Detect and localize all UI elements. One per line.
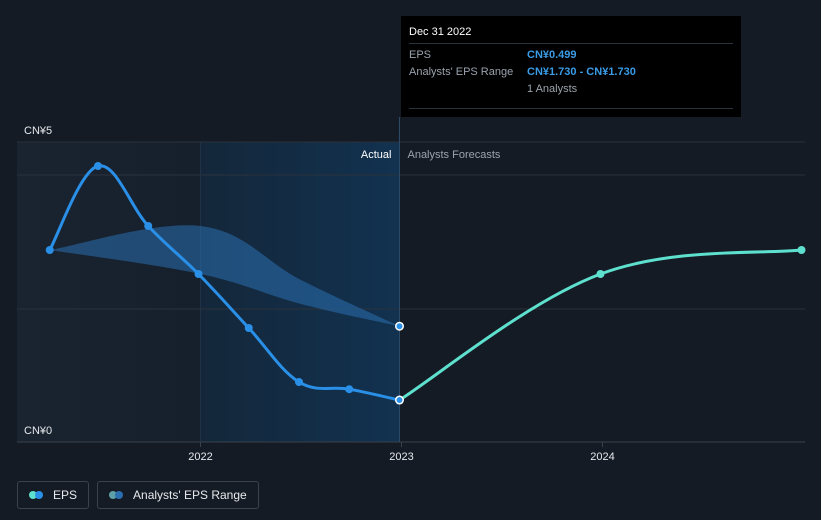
eps-swatch-dot-a — [29, 491, 37, 499]
eps-chart: CN¥5 CN¥0 2022 2023 2024 Actual Analysts Forec… — [17, 117, 806, 463]
tooltip-eps-label: EPS — [409, 49, 432, 61]
legend-eps-label: EPS — [53, 488, 78, 502]
tooltip-row-range: Analysts' EPS Range CN¥1.730 - CN¥1.730 — [409, 64, 733, 81]
legend: EPS Analysts' EPS Range — [17, 481, 259, 509]
x-tick-label: 2024 — [590, 451, 614, 463]
range-point — [396, 323, 403, 330]
eps-point — [345, 385, 354, 394]
tooltip-analysts-label — [409, 81, 527, 98]
y-axis-label-bottom: CN¥0 — [24, 425, 52, 437]
tooltip-date: Dec 31 2022 — [409, 25, 733, 44]
x-tick-label: 2023 — [389, 451, 413, 463]
eps-swatch-icon — [29, 491, 45, 499]
tooltip-row-eps: EPS CN¥0.499 — [409, 47, 733, 64]
eps-point — [93, 162, 102, 170]
tooltip-eps-value: CN¥0.499 — [527, 49, 577, 61]
tooltip-range-value: CN¥1.730 - CN¥1.730 — [527, 66, 636, 78]
eps-forecast-point — [596, 270, 605, 278]
eps-highlight-point — [396, 397, 403, 404]
range-swatch-icon — [109, 491, 125, 499]
eps-swatch-dot-b — [35, 491, 43, 499]
tooltip: Dec 31 2022 EPS CN¥0.499 Analysts' EPS R… — [401, 16, 741, 117]
tooltip-row-analysts: 1 Analysts — [409, 81, 733, 98]
past-shade — [17, 142, 201, 442]
y-axis-label-top: CN¥5 — [24, 125, 52, 137]
eps-point — [244, 324, 253, 332]
eps-point — [144, 222, 153, 230]
tooltip-analysts-value: 1 Analysts — [527, 83, 578, 95]
eps-forecast-point — [797, 246, 806, 254]
legend-range-button[interactable]: Analysts' EPS Range — [97, 481, 259, 509]
range-swatch-dot-b — [115, 491, 124, 499]
range-swatch-dot-a — [109, 491, 118, 499]
eps-point — [194, 270, 203, 278]
legend-eps-button[interactable]: EPS — [17, 481, 90, 509]
eps-point — [294, 378, 303, 386]
eps-range-band — [49, 225, 400, 327]
eps-point — [45, 246, 54, 254]
tooltip-divider — [409, 108, 733, 109]
tooltip-range-label: Analysts' EPS Range — [409, 66, 514, 78]
legend-range-label: Analysts' EPS Range — [133, 488, 247, 502]
region-label-actual: Actual — [361, 149, 392, 161]
region-label-forecast: Analysts Forecasts — [407, 149, 500, 161]
x-tick-label: 2022 — [188, 451, 212, 463]
